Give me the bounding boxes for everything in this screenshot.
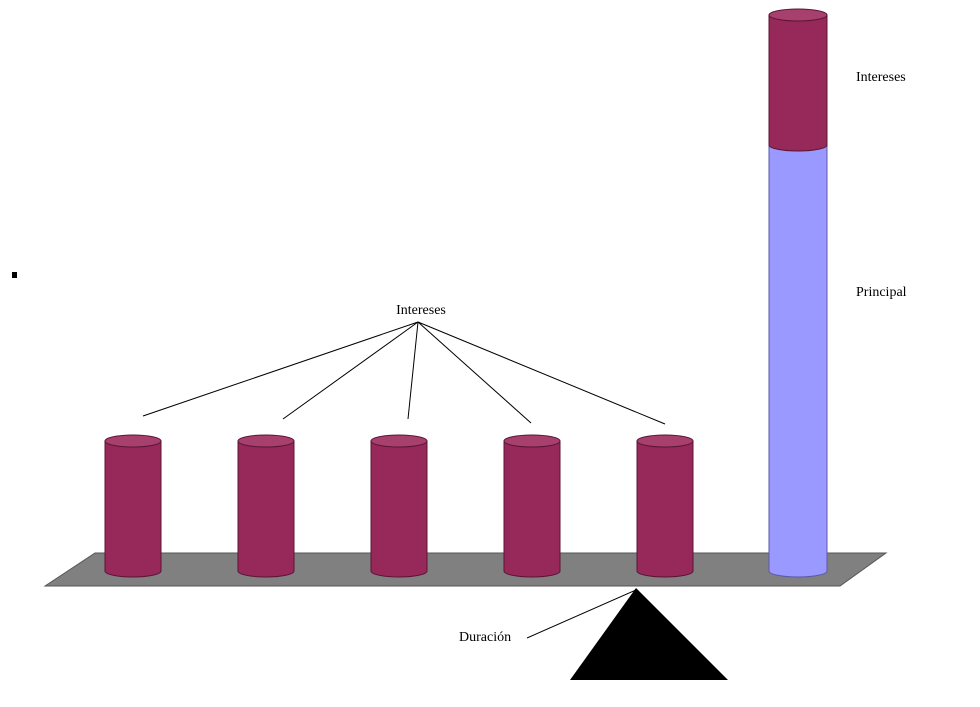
interest-group-label: Intereses — [396, 303, 446, 318]
cylinder-top — [370, 434, 428, 448]
duration-label: Duración — [459, 630, 511, 645]
fulcrum — [570, 588, 728, 680]
cylinder — [636, 440, 694, 578]
leader-lines — [142, 321, 666, 639]
top-interest-label: Intereses — [856, 70, 906, 85]
cylinder-top — [768, 8, 828, 22]
cylinder — [237, 440, 295, 578]
principal-label: Principal — [856, 285, 907, 300]
cylinder-top — [237, 434, 295, 448]
cylinder-top — [503, 434, 561, 448]
final-cylinder — [768, 8, 828, 578]
cylinder — [370, 440, 428, 578]
balance-beam — [43, 552, 888, 587]
cylinder — [503, 440, 561, 578]
principal-section — [768, 144, 828, 578]
bullet-mark — [12, 272, 17, 278]
cylinder — [104, 440, 162, 578]
interest-cylinders — [104, 434, 694, 578]
interest-section — [768, 14, 828, 152]
cylinder-top — [104, 434, 162, 448]
cylinder-top — [636, 434, 694, 448]
